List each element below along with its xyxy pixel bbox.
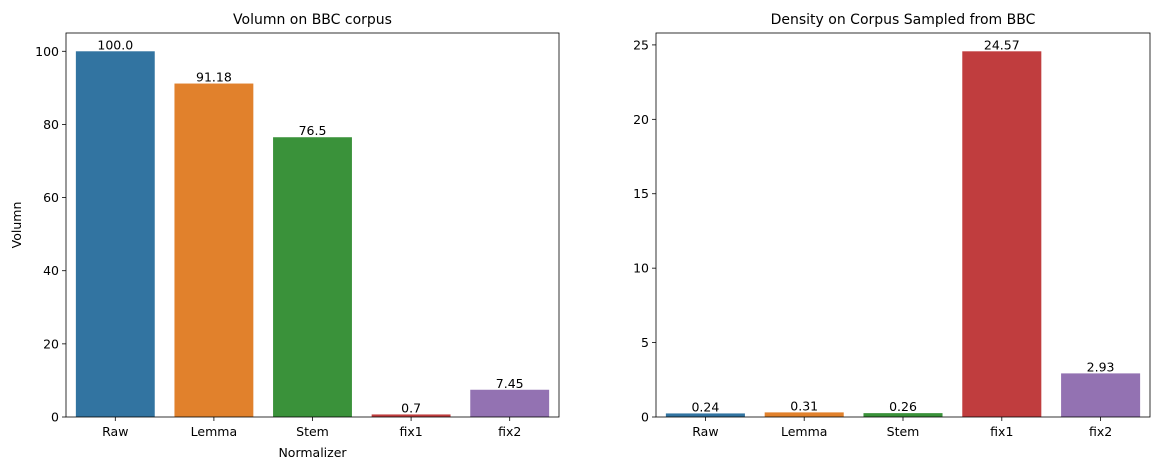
left-x-tick-label: fix2 xyxy=(498,424,521,439)
right-y-tick-label: 5 xyxy=(641,335,649,350)
right-bar-stem xyxy=(863,413,943,417)
right-x-tick-label: Lemma xyxy=(781,424,827,439)
left-bar-fix1 xyxy=(371,414,451,417)
left-data-label: 91.18 xyxy=(196,70,232,85)
left-y-tick-label: 100 xyxy=(35,44,59,59)
left-y-tick-label: 80 xyxy=(43,117,59,132)
left-data-label: 0.7 xyxy=(401,400,421,415)
right-data-label: 2.93 xyxy=(1087,359,1115,374)
right-y-tick-label: 10 xyxy=(633,261,649,276)
left-y-tick-label: 0 xyxy=(51,410,59,425)
right-bar-lemma xyxy=(764,412,844,417)
left-y-tick-label: 40 xyxy=(43,263,59,278)
right-bar-fix2 xyxy=(1061,373,1141,417)
left-y-tick-label: 60 xyxy=(43,190,59,205)
left-axes-frame xyxy=(65,32,560,418)
right-y-tick-label: 25 xyxy=(633,37,649,52)
left-data-label: 7.45 xyxy=(496,376,524,391)
left-bar-raw xyxy=(75,51,155,417)
left-x-axis-label: Normalizer xyxy=(278,445,347,460)
right-x-tick-label: fix1 xyxy=(990,424,1013,439)
left-x-tick-label: Lemma xyxy=(191,424,237,439)
right-axes-frame xyxy=(655,32,1151,418)
right-chart-title: Density on Corpus Sampled from BBC xyxy=(771,12,1036,28)
right-data-label: 0.24 xyxy=(691,399,719,414)
left-x-tick-label: Raw xyxy=(102,424,128,439)
left-data-label: 76.5 xyxy=(299,123,327,138)
left-bar-lemma xyxy=(174,83,254,417)
left-data-label: 100.0 xyxy=(97,37,133,52)
right-y-tick-label: 15 xyxy=(633,186,649,201)
left-bar-fix2 xyxy=(470,389,550,417)
left-x-tick-label: fix1 xyxy=(399,424,422,439)
right-bar-raw xyxy=(665,413,745,417)
left-bar-stem xyxy=(273,137,352,418)
right-data-label: 0.26 xyxy=(889,399,917,414)
right-y-tick-label: 20 xyxy=(633,112,649,127)
right-data-label: 24.57 xyxy=(984,37,1020,52)
right-x-tick-label: Stem xyxy=(887,424,920,439)
left-y-axis-label: Volumn xyxy=(9,202,24,249)
right-data-label: 0.31 xyxy=(790,398,818,413)
right-y-tick-label: 0 xyxy=(641,410,649,425)
right-bar-fix1 xyxy=(962,51,1042,418)
left-chart-title: Volumn on BBC corpus xyxy=(233,12,392,28)
left-x-tick-label: Stem xyxy=(296,424,329,439)
right-x-tick-label: fix2 xyxy=(1089,424,1112,439)
left-y-tick-label: 20 xyxy=(43,336,59,351)
right-x-tick-label: Raw xyxy=(692,424,718,439)
